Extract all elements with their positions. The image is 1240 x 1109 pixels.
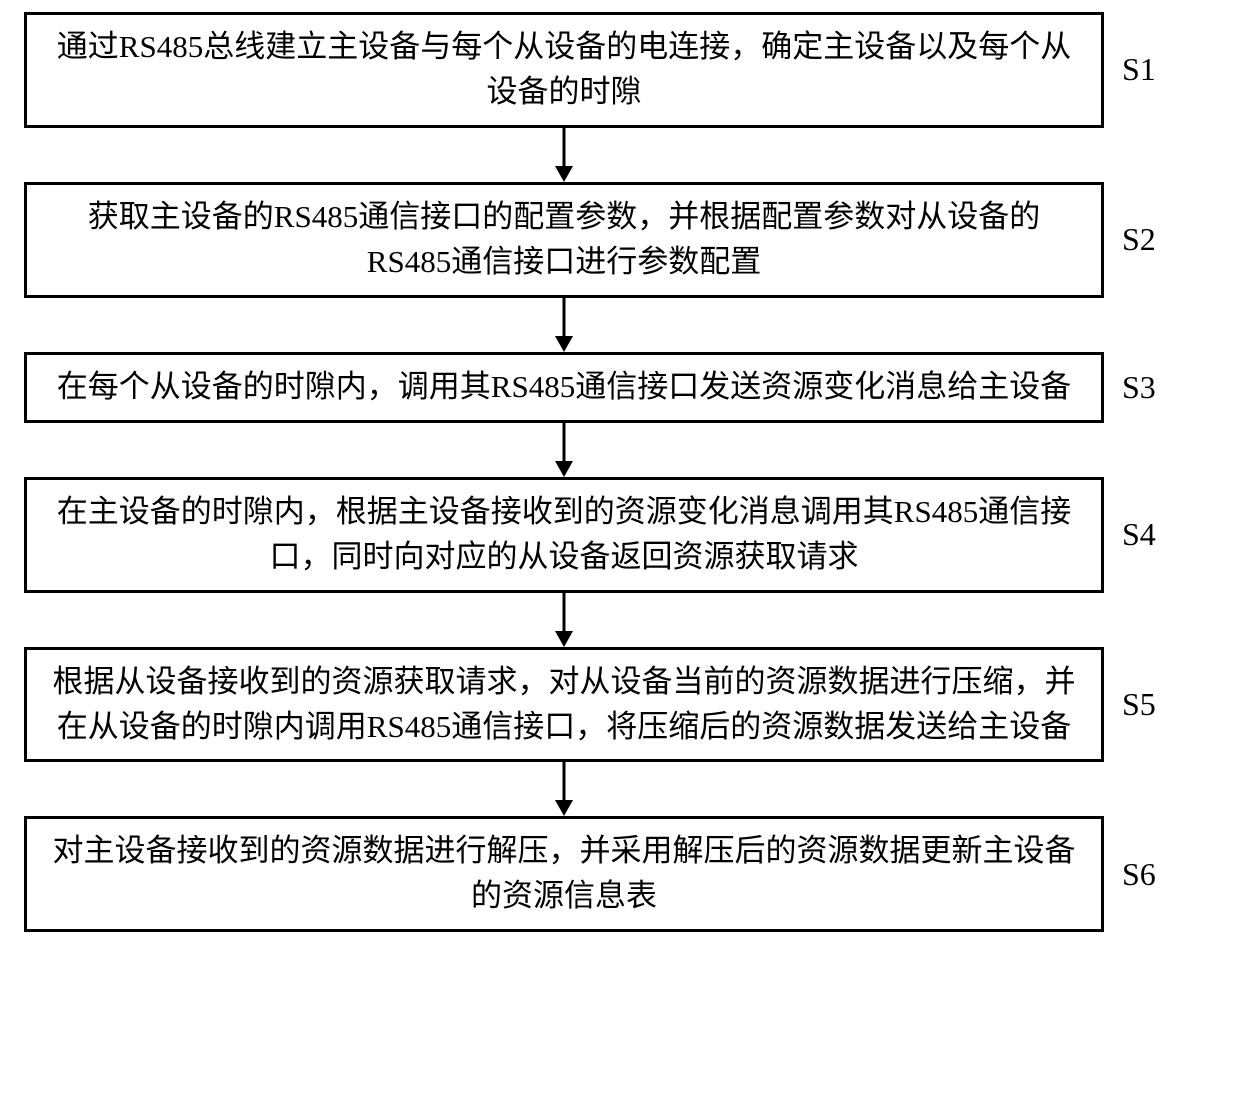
arrow-row-4 <box>24 593 1214 647</box>
step-box-s2: 获取主设备的RS485通信接口的配置参数，并根据配置参数对从设备的RS485通信… <box>24 182 1104 298</box>
step-label-s6: S6 <box>1122 856 1182 893</box>
step-row-s3: 在每个从设备的时隙内，调用其RS485通信接口发送资源变化消息给主设备 S3 <box>24 352 1214 423</box>
step-text-s2: 获取主设备的RS485通信接口的配置参数，并根据配置参数对从设备的RS485通信… <box>51 195 1077 285</box>
step-label-s3: S3 <box>1122 369 1182 406</box>
step-text-s1: 通过RS485总线建立主设备与每个从设备的电连接，确定主设备以及每个从设备的时隙 <box>51 25 1077 115</box>
step-box-s3: 在每个从设备的时隙内，调用其RS485通信接口发送资源变化消息给主设备 <box>24 352 1104 423</box>
arrow-s5-s6 <box>24 762 1104 816</box>
step-box-s6: 对主设备接收到的资源数据进行解压，并采用解压后的资源数据更新主设备的资源信息表 <box>24 816 1104 932</box>
arrow-row-3 <box>24 423 1214 477</box>
step-label-s5: S5 <box>1122 686 1182 723</box>
arrow-s3-s4 <box>24 423 1104 477</box>
arrow-s4-s5 <box>24 593 1104 647</box>
step-box-s1: 通过RS485总线建立主设备与每个从设备的电连接，确定主设备以及每个从设备的时隙 <box>24 12 1104 128</box>
step-row-s5: 根据从设备接收到的资源获取请求，对从设备当前的资源数据进行压缩，并在从设备的时隙… <box>24 647 1214 763</box>
step-label-s1: S1 <box>1122 51 1182 88</box>
step-text-s6: 对主设备接收到的资源数据进行解压，并采用解压后的资源数据更新主设备的资源信息表 <box>51 829 1077 919</box>
step-box-s4: 在主设备的时隙内，根据主设备接收到的资源变化消息调用其RS485通信接口，同时向… <box>24 477 1104 593</box>
arrow-row-5 <box>24 762 1214 816</box>
step-row-s6: 对主设备接收到的资源数据进行解压，并采用解压后的资源数据更新主设备的资源信息表 … <box>24 816 1214 932</box>
step-row-s1: 通过RS485总线建立主设备与每个从设备的电连接，确定主设备以及每个从设备的时隙… <box>24 12 1214 128</box>
step-text-s3: 在每个从设备的时隙内，调用其RS485通信接口发送资源变化消息给主设备 <box>57 365 1071 410</box>
step-text-s4: 在主设备的时隙内，根据主设备接收到的资源变化消息调用其RS485通信接口，同时向… <box>51 490 1077 580</box>
flowchart-container: 通过RS485总线建立主设备与每个从设备的电连接，确定主设备以及每个从设备的时隙… <box>24 12 1214 932</box>
step-text-s5: 根据从设备接收到的资源获取请求，对从设备当前的资源数据进行压缩，并在从设备的时隙… <box>51 660 1077 750</box>
arrow-row-2 <box>24 298 1214 352</box>
arrow-s1-s2 <box>24 128 1104 182</box>
arrow-row-1 <box>24 128 1214 182</box>
step-label-s2: S2 <box>1122 221 1182 258</box>
step-row-s4: 在主设备的时隙内，根据主设备接收到的资源变化消息调用其RS485通信接口，同时向… <box>24 477 1214 593</box>
step-row-s2: 获取主设备的RS485通信接口的配置参数，并根据配置参数对从设备的RS485通信… <box>24 182 1214 298</box>
step-box-s5: 根据从设备接收到的资源获取请求，对从设备当前的资源数据进行压缩，并在从设备的时隙… <box>24 647 1104 763</box>
step-label-s4: S4 <box>1122 516 1182 553</box>
arrow-s2-s3 <box>24 298 1104 352</box>
